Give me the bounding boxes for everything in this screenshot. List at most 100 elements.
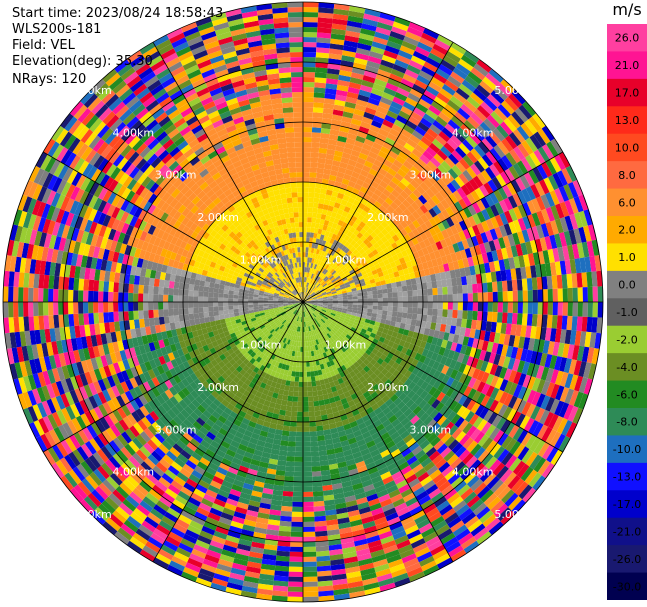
velocity-gate	[481, 421, 492, 435]
velocity-gate	[319, 234, 325, 241]
velocity-gate	[342, 297, 348, 300]
velocity-gate	[507, 357, 516, 370]
velocity-gate	[293, 386, 299, 392]
velocity-gate	[339, 316, 345, 321]
velocity-gate	[303, 47, 317, 53]
velocity-gate	[450, 179, 461, 191]
velocity-gate	[396, 264, 403, 272]
velocity-gate	[517, 373, 527, 387]
velocity-gate	[387, 359, 396, 367]
velocity-gate	[311, 456, 320, 462]
velocity-gate	[410, 278, 417, 285]
velocity-gate	[398, 133, 410, 143]
velocity-gate	[403, 341, 411, 349]
velocity-gate	[343, 279, 349, 284]
velocity-gate	[321, 256, 326, 262]
velocity-gate	[314, 227, 319, 234]
velocity-gate	[442, 185, 453, 197]
velocity-gate	[346, 164, 355, 172]
velocity-gate	[452, 309, 458, 319]
velocity-gate	[282, 491, 294, 497]
velocity-gate	[334, 273, 340, 279]
velocity-gate	[310, 247, 315, 254]
velocity-gate	[327, 63, 341, 70]
velocity-gate	[356, 47, 371, 56]
velocity-gate	[347, 237, 354, 244]
velocity-gate	[364, 318, 371, 324]
velocity-gate	[355, 178, 365, 187]
velocity-gate	[363, 13, 380, 22]
velocity-gate	[373, 200, 382, 209]
velocity-gate	[303, 356, 307, 362]
velocity-gate	[431, 100, 445, 112]
velocity-gate	[521, 188, 532, 203]
velocity-gate	[347, 302, 353, 305]
velocity-gate	[336, 171, 345, 179]
velocity-gate	[303, 162, 311, 168]
velocity-gate	[362, 165, 372, 173]
velocity-gate	[458, 383, 468, 395]
velocity-gate	[308, 301, 313, 302]
velocity-gate	[321, 229, 327, 236]
velocity-gate	[457, 259, 465, 269]
velocity-gate	[309, 167, 318, 173]
velocity-gate	[392, 234, 400, 243]
velocity-gate	[543, 177, 555, 193]
velocity-gate	[567, 405, 579, 422]
velocity-gate	[584, 256, 592, 273]
velocity-gate	[531, 391, 542, 406]
velocity-gate	[531, 198, 542, 213]
velocity-gate	[473, 144, 486, 158]
velocity-gate	[360, 209, 368, 218]
velocity-gate	[428, 267, 435, 275]
velocity-gate	[307, 207, 313, 213]
velocity-gate	[394, 337, 401, 345]
velocity-gate	[311, 285, 315, 290]
velocity-gate	[555, 203, 565, 219]
velocity-gate	[325, 312, 331, 316]
velocity-gate	[358, 248, 366, 255]
velocity-gate	[303, 536, 316, 542]
velocity-gate	[356, 272, 363, 278]
velocity-gate	[287, 446, 296, 452]
velocity-gate	[459, 327, 466, 337]
velocity-gate	[513, 335, 521, 348]
velocity-gate	[397, 296, 403, 302]
velocity-gate	[490, 204, 500, 217]
velocity-gate	[303, 72, 315, 78]
velocity-gate	[315, 218, 321, 224]
velocity-gate	[308, 289, 313, 295]
velocity-gate	[493, 86, 509, 101]
velocity-gate	[444, 79, 459, 92]
velocity-gate	[312, 253, 316, 259]
velocity-gate	[464, 75, 480, 89]
velocity-gate	[422, 150, 434, 161]
velocity-gate	[402, 354, 410, 362]
velocity-gate	[433, 153, 445, 165]
velocity-gate	[317, 302, 323, 305]
velocity-gate	[564, 199, 575, 216]
velocity-gate	[313, 264, 318, 270]
velocity-gate	[440, 59, 456, 72]
velocity-gate	[468, 413, 480, 426]
velocity-gate	[397, 302, 403, 308]
velocity-gate	[448, 46, 464, 59]
velocity-gate	[333, 218, 340, 225]
velocity-gate	[322, 173, 330, 180]
velocity-gate	[316, 37, 331, 44]
velocity-gate	[355, 337, 362, 344]
velocity-gate	[328, 317, 334, 322]
velocity-gate	[370, 316, 377, 322]
velocity-gate	[438, 63, 453, 76]
velocity-gate	[493, 160, 505, 174]
velocity-gate	[344, 318, 350, 323]
velocity-gate	[394, 206, 404, 215]
velocity-gate	[330, 211, 337, 218]
velocity-gate	[419, 204, 429, 214]
velocity-gate	[311, 295, 317, 298]
velocity-gate	[303, 506, 314, 512]
velocity-gate	[351, 309, 358, 314]
velocity-gate	[408, 222, 417, 232]
velocity-gate	[464, 266, 471, 277]
velocity-gate	[394, 276, 401, 283]
